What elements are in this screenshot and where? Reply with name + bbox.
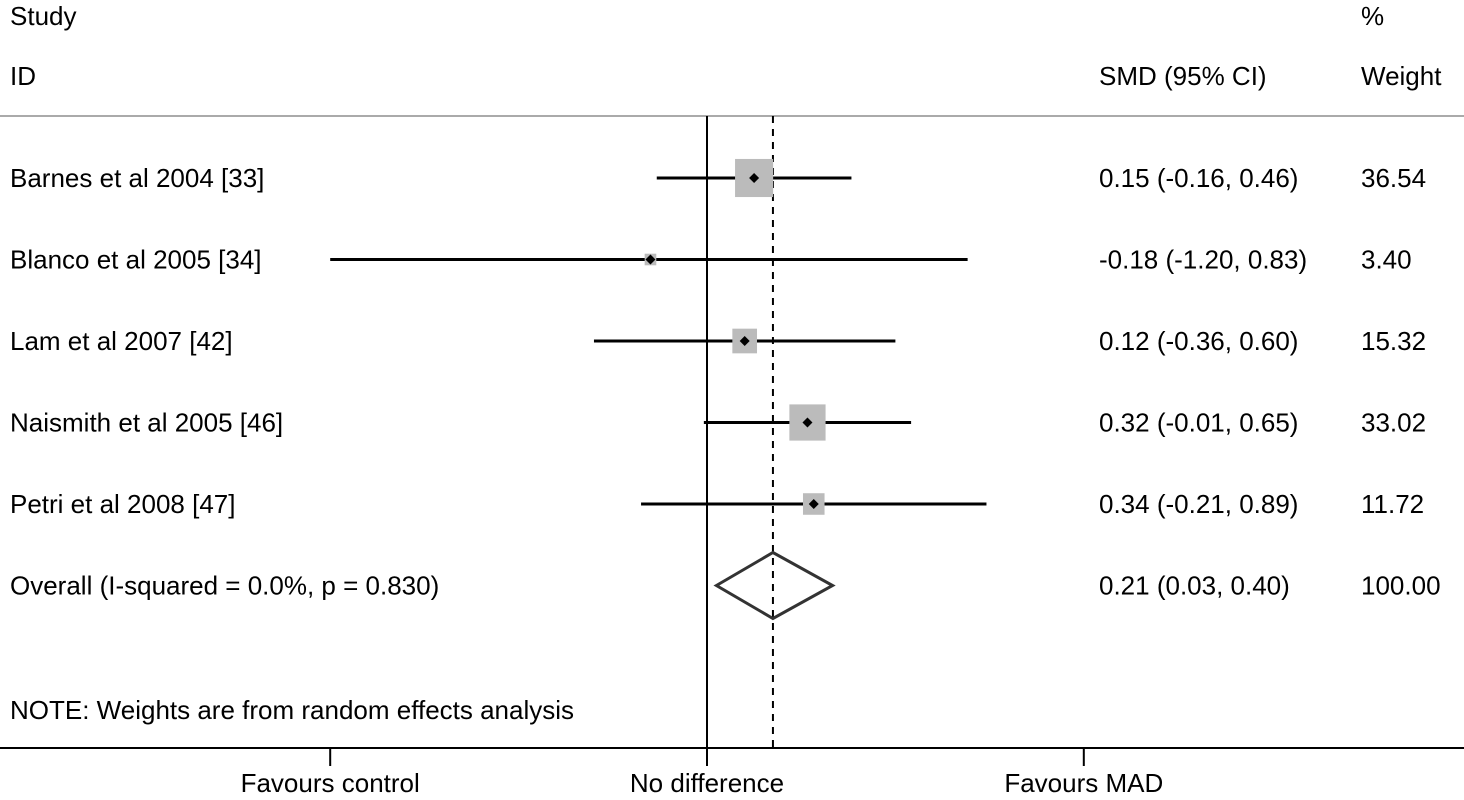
overall-diamond bbox=[713, 550, 836, 621]
weight-text: 33.02 bbox=[1361, 408, 1426, 438]
study-row: Naismith et al 2005 [46] 0.32 (-0.01, 0.6… bbox=[10, 404, 1426, 441]
estimate-text: 0.34 (-0.21, 0.89) bbox=[1099, 489, 1298, 519]
x-tick-label: Favours control bbox=[241, 768, 420, 798]
estimate-text: 0.12 (-0.36, 0.60) bbox=[1099, 326, 1298, 356]
study-label: Barnes et al 2004 [33] bbox=[10, 163, 264, 193]
point-estimate bbox=[749, 173, 760, 183]
header-weight: Weight bbox=[1361, 61, 1442, 91]
estimate-text: 0.32 (-0.01, 0.65) bbox=[1099, 408, 1298, 438]
study-row: Lam et al 2007 [42] 0.12 (-0.36, 0.60) 15.… bbox=[10, 326, 1426, 356]
overall-row: Overall (I-squared = 0.0%, p = 0.830) 0.2… bbox=[10, 550, 1441, 621]
study-label: Blanco et al 2005 [34] bbox=[10, 245, 262, 275]
point-estimate bbox=[739, 336, 750, 346]
overall-weight-text: 100.00 bbox=[1361, 571, 1441, 601]
x-tick-label: Favours MAD bbox=[1004, 768, 1163, 798]
overall-estimate-text: 0.21 (0.03, 0.40) bbox=[1099, 571, 1290, 601]
point-estimate bbox=[802, 417, 813, 428]
weight-text: 11.72 bbox=[1361, 489, 1424, 519]
header-weight-percent: % bbox=[1361, 1, 1384, 31]
header-id: ID bbox=[10, 61, 36, 91]
study-label: Naismith et al 2005 [46] bbox=[10, 408, 283, 438]
estimate-text: -0.18 (-1.20, 0.83) bbox=[1099, 245, 1307, 275]
weight-text: 3.40 bbox=[1361, 245, 1412, 275]
study-label: Petri et al 2008 [47] bbox=[10, 489, 235, 519]
weight-text: 15.32 bbox=[1361, 326, 1426, 356]
study-label: Lam et al 2007 [42] bbox=[10, 326, 233, 356]
overall-label: Overall (I-squared = 0.0%, p = 0.830) bbox=[10, 571, 439, 601]
weight-text: 36.54 bbox=[1361, 163, 1426, 193]
header-estimate: SMD (95% CI) bbox=[1099, 61, 1267, 91]
point-estimate bbox=[808, 499, 819, 509]
weights-note: NOTE: Weights are from random effects an… bbox=[10, 695, 574, 725]
study-row: Petri et al 2008 [47] 0.34 (-0.21, 0.89) 1… bbox=[10, 489, 1424, 519]
point-estimate bbox=[645, 254, 656, 265]
study-row: Barnes et al 2004 [33] 0.15 (-0.16, 0.46)… bbox=[10, 158, 1426, 198]
estimate-text: 0.15 (-0.16, 0.46) bbox=[1099, 163, 1298, 193]
x-axis-ticks: Favours control No difference Favours MAD bbox=[241, 748, 1163, 798]
x-tick-label: No difference bbox=[630, 768, 784, 798]
header-study: Study bbox=[10, 1, 77, 31]
study-row: Blanco et al 2005 [34] -0.18 (-1.20, 0.83… bbox=[10, 245, 1412, 275]
study-rows: Barnes et al 2004 [33] 0.15 (-0.16, 0.46)… bbox=[10, 158, 1426, 519]
